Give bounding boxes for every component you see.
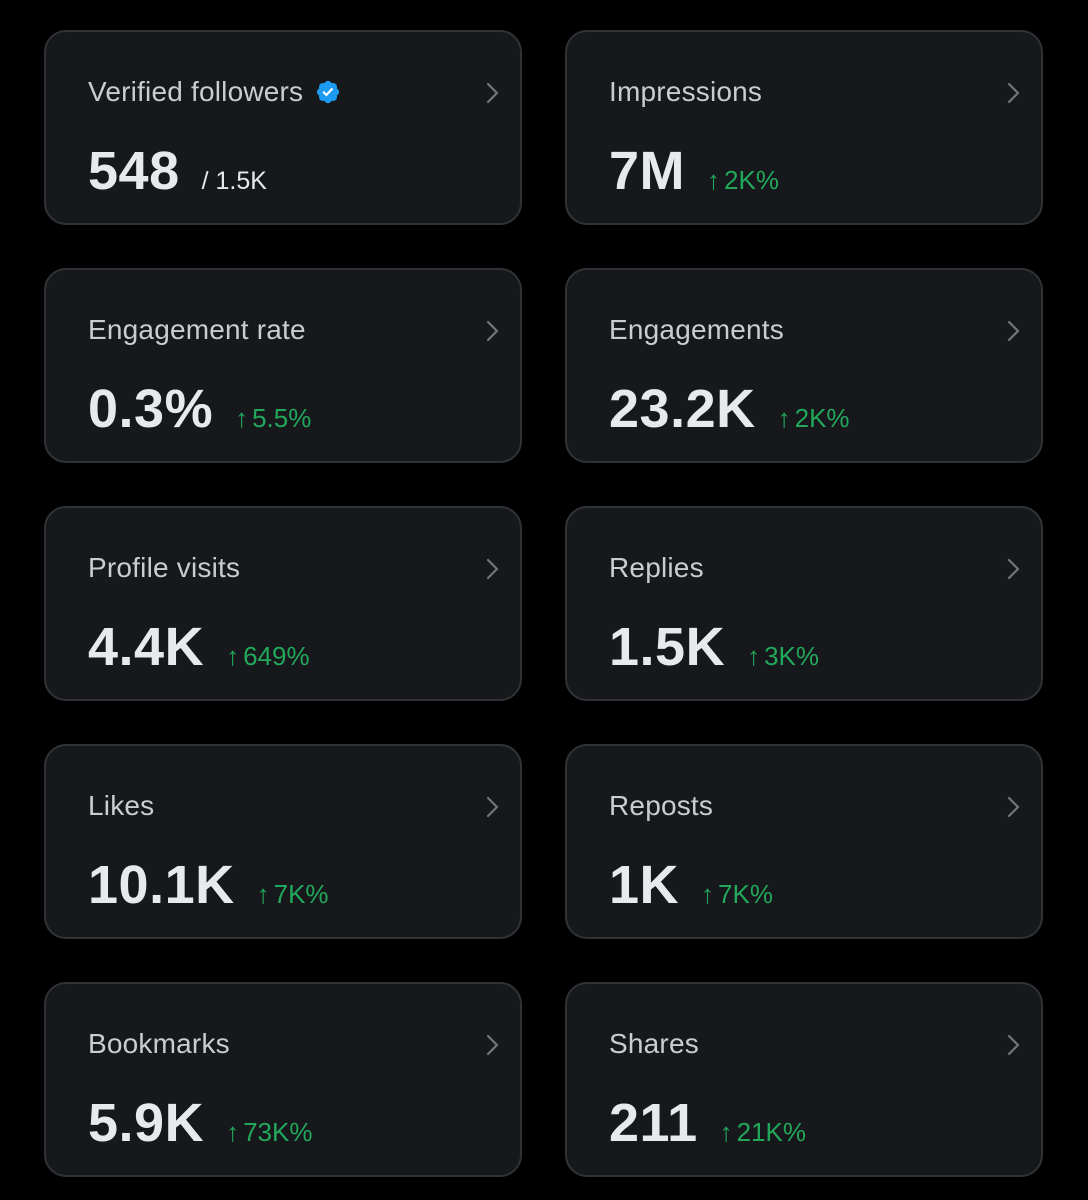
impressions-change: ↑ 2K% (707, 165, 779, 196)
chevron-right-icon (1007, 82, 1020, 104)
engagements-value: 23.2K (609, 379, 756, 439)
likes-value: 10.1K (88, 855, 235, 915)
chevron-right-icon (1007, 320, 1020, 342)
impressions-label: Impressions (609, 76, 763, 107)
engagements-label: Engagements (609, 314, 784, 345)
engagements-card[interactable]: Engagements 23.2K ↑ 2K% (565, 268, 1043, 463)
verified-followers-total: / 1.5K (201, 167, 267, 195)
chevron-right-icon (486, 558, 499, 580)
value-row: 10.1K ↑ 7K% (88, 854, 329, 916)
bookmarks-card[interactable]: Bookmarks 5.9K ↑ 73K% (44, 982, 522, 1177)
profile-visits-change-value: 649% (243, 641, 310, 671)
profile-visits-card[interactable]: Profile visits 4.4K ↑ 649% (44, 506, 522, 701)
likes-change-value: 7K% (273, 879, 329, 909)
shares-value: 211 (609, 1093, 698, 1153)
reposts-card[interactable]: Reposts 1K ↑ 7K% (565, 744, 1043, 939)
card-label-wrapper: Verified followers (88, 76, 341, 108)
bookmarks-change: ↑ 73K% (226, 1117, 312, 1148)
chevron-right-icon (1007, 796, 1020, 818)
profile-visits-change: ↑ 649% (226, 641, 310, 672)
arrow-up-icon: ↑ (707, 165, 721, 195)
value-row: 1.5K ↑ 3K% (609, 616, 819, 678)
arrow-up-icon: ↑ (719, 1117, 733, 1147)
verified-followers-value: 548 (88, 141, 180, 201)
chevron-right-icon (1007, 558, 1020, 580)
profile-visits-label: Profile visits (88, 552, 241, 583)
replies-change: ↑ 3K% (747, 641, 819, 672)
chevron-right-icon (486, 320, 499, 342)
value-row: 23.2K ↑ 2K% (609, 378, 850, 440)
chevron-right-icon (486, 796, 499, 818)
shares-change-value: 21K% (736, 1117, 807, 1147)
replies-change-value: 3K% (764, 641, 819, 671)
reposts-value: 1K (609, 855, 680, 915)
reposts-change-value: 7K% (718, 879, 773, 909)
shares-change: ↑ 21K% (720, 1117, 806, 1148)
shares-card[interactable]: Shares 211 ↑ 21K% (565, 982, 1043, 1177)
value-row: 4.4K ↑ 649% (88, 616, 310, 678)
bookmarks-change-value: 73K% (243, 1117, 313, 1147)
arrow-up-icon: ↑ (747, 641, 761, 671)
impressions-change-value: 2K% (724, 165, 779, 195)
value-row: 211 ↑ 21K% (609, 1092, 806, 1154)
likes-label: Likes (88, 790, 155, 821)
value-row: 7M ↑ 2K% (609, 140, 779, 202)
arrow-up-icon: ↑ (226, 1117, 240, 1147)
likes-card[interactable]: Likes 10.1K ↑ 7K% (44, 744, 522, 939)
engagements-change-value: 2K% (794, 403, 850, 433)
arrow-up-icon: ↑ (777, 403, 791, 433)
value-row: 5.9K ↑ 73K% (88, 1092, 312, 1154)
engagement-rate-value: 0.3% (88, 379, 214, 439)
replies-card[interactable]: Replies 1.5K ↑ 3K% (565, 506, 1043, 701)
profile-visits-value: 4.4K (88, 617, 205, 677)
engagement-rate-label: Engagement rate (88, 314, 306, 345)
chevron-right-icon (1007, 1034, 1020, 1056)
reposts-label: Reposts (609, 790, 714, 821)
engagement-rate-change-value: 5.5% (252, 403, 312, 433)
impressions-card[interactable]: Impressions 7M ↑ 2K% (565, 30, 1043, 225)
verified-followers-card[interactable]: Verified followers 548 / 1.5K (44, 30, 522, 225)
chevron-right-icon (486, 82, 499, 104)
arrow-up-icon: ↑ (226, 641, 240, 671)
arrow-up-icon: ↑ (235, 403, 249, 433)
replies-label: Replies (609, 552, 704, 583)
impressions-value: 7M (609, 141, 686, 201)
verified-badge-icon (317, 80, 340, 104)
value-row: 0.3% ↑ 5.5% (88, 378, 311, 440)
verified-followers-label: Verified followers (88, 76, 304, 107)
value-row: 548 / 1.5K (88, 140, 267, 202)
engagement-rate-change: ↑ 5.5% (235, 403, 311, 434)
arrow-up-icon: ↑ (256, 879, 270, 909)
bookmarks-value: 5.9K (88, 1093, 205, 1153)
likes-change: ↑ 7K% (257, 879, 329, 910)
value-row: 1K ↑ 7K% (609, 854, 773, 916)
metrics-grid: Verified followers 548 / 1.5K Impression… (44, 30, 1044, 1177)
arrow-up-icon: ↑ (701, 879, 715, 909)
engagements-change: ↑ 2K% (778, 403, 850, 434)
shares-label: Shares (609, 1028, 699, 1059)
chevron-right-icon (486, 1034, 499, 1056)
bookmarks-label: Bookmarks (88, 1028, 230, 1059)
replies-value: 1.5K (609, 617, 726, 677)
engagement-rate-card[interactable]: Engagement rate 0.3% ↑ 5.5% (44, 268, 522, 463)
reposts-change: ↑ 7K% (701, 879, 773, 910)
